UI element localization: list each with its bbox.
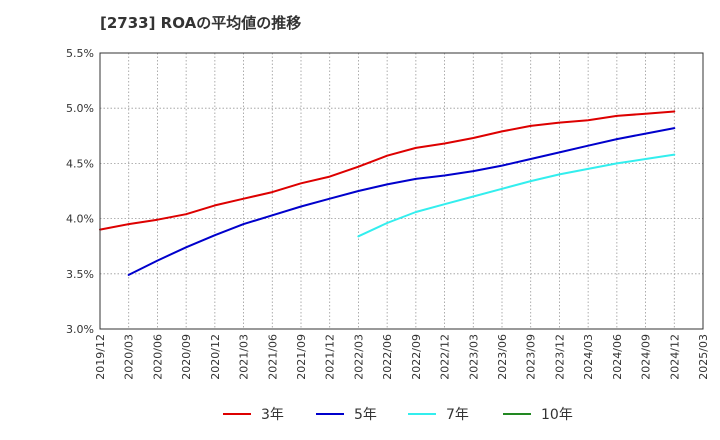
x-tick-label: 2023/06 (496, 334, 509, 380)
x-tick-label: 2025/03 (697, 334, 710, 380)
x-tick-label: 2022/06 (381, 334, 394, 380)
x-tick-label: 2020/09 (180, 334, 193, 380)
legend-label: 3年 (261, 407, 284, 423)
legend: 3年 5年 7年 10年 (223, 407, 573, 423)
y-tick-label: 3.5% (66, 268, 94, 281)
x-tick-label: 2024/12 (668, 334, 681, 380)
series-line-3年 (99, 110, 676, 231)
plot-frame (99, 52, 704, 330)
x-tick-label: 2024/03 (582, 334, 595, 380)
chart-title: [2733] ROAの平均値の推移 (100, 14, 302, 32)
x-tick-label: 2021/12 (324, 334, 337, 380)
x-tick-label: 2021/09 (295, 334, 308, 380)
y-tick-label: 4.0% (66, 213, 94, 226)
y-tick-label: 5.5% (66, 47, 94, 60)
x-tick-label: 2023/09 (525, 334, 538, 380)
series-line-7年 (357, 153, 676, 238)
legend-label: 7年 (446, 407, 469, 423)
x-tick-label: 2022/12 (439, 334, 452, 380)
legend-label: 10年 (541, 407, 573, 423)
y-tick-label: 5.0% (66, 102, 94, 115)
x-tick-labels: 2019/12 2020/03 2020/06 2020/09 2020/12 2021/… (94, 334, 710, 380)
x-tick-label: 2020/03 (123, 334, 136, 380)
x-tick-label: 2021/06 (266, 334, 279, 380)
series-line-5年 (127, 127, 676, 276)
y-tick-labels: 3.0% 3.5% 4.0% 4.5% 5.0% 5.5% (66, 47, 94, 336)
x-tick-label: 2024/06 (611, 334, 624, 380)
legend-label: 5年 (354, 407, 377, 423)
x-tick-label: 2021/03 (238, 334, 251, 380)
x-tick-label: 2019/12 (94, 334, 107, 380)
x-tick-label: 2024/09 (640, 334, 653, 380)
x-tick-label: 2023/03 (467, 334, 480, 380)
x-tick-label: 2020/06 (151, 334, 164, 380)
x-tick-label: 2022/03 (352, 334, 365, 380)
grid-lines (100, 53, 703, 329)
x-tick-label: 2023/12 (553, 334, 566, 380)
y-tick-label: 4.5% (66, 157, 94, 170)
y-tick-label: 3.0% (66, 323, 94, 336)
x-tick-label: 2020/12 (209, 334, 222, 380)
x-tick-label: 2022/09 (410, 334, 423, 380)
series-lines (99, 110, 676, 276)
